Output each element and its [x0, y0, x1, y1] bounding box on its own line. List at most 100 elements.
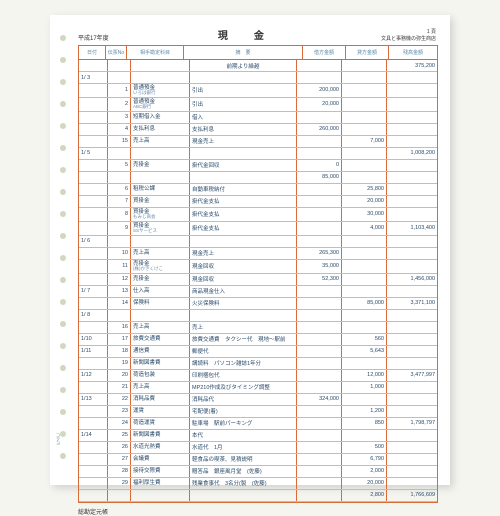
cell-date: [79, 322, 108, 333]
cell-balance: [387, 466, 437, 477]
cell-credit: [342, 274, 387, 285]
cell-balance: 1,766,609: [387, 490, 437, 501]
cell-debit: [297, 466, 342, 477]
cell-account: 買掛金SSサービス: [131, 222, 190, 235]
cell-memo: 掛代金支払: [190, 196, 297, 207]
cell-credit: [342, 172, 387, 183]
cell-date: 1/ 8: [79, 310, 108, 321]
cell-credit: [342, 112, 387, 123]
cell-no: 27: [108, 454, 131, 465]
cell-credit: [342, 430, 387, 441]
cell-debit: 52,300: [297, 274, 342, 285]
cell-debit: [297, 334, 342, 345]
cell-no: [108, 72, 131, 83]
cell-memo: 水道代 1月: [190, 442, 297, 453]
table-row: 10売上高現金売上265,300: [79, 248, 437, 260]
cell-account: [131, 236, 190, 247]
cell-balance: [387, 310, 437, 321]
cell-memo: 本代: [190, 430, 297, 441]
cell-memo: 残業食事代 3名分(製 (佐藤): [190, 478, 297, 489]
table-row: 6租税公課自動車税納付25,800: [79, 184, 437, 196]
table-row: 1/1118通信費郵便代5,643: [79, 346, 437, 358]
cell-memo: [190, 72, 297, 83]
table-row: 1/ 713仕入高商品現金仕入: [79, 286, 437, 298]
cell-balance: [387, 286, 437, 297]
cell-account: 売掛金(株)かきくけこ: [131, 260, 190, 273]
cell-balance: [387, 358, 437, 369]
cell-debit: [297, 184, 342, 195]
cell-date: [79, 418, 108, 429]
cell-no: 29: [108, 478, 131, 489]
cell-no: 14: [108, 298, 131, 309]
cell-no: [108, 490, 131, 501]
cell-memo: 現金回収: [190, 274, 297, 285]
cell-credit: [342, 310, 387, 321]
cell-no: 4: [108, 124, 131, 135]
cell-date: 1/10: [79, 334, 108, 345]
cell-debit: 260,000: [297, 124, 342, 135]
cell-debit: [297, 370, 342, 381]
cell-balance: [387, 160, 437, 171]
cell-account: 売上高: [131, 136, 190, 147]
table-row: 26水道光熱費水道代 1月500: [79, 442, 437, 454]
cell-debit: [297, 148, 342, 159]
cell-account: 買掛金もみじ商会: [131, 208, 190, 221]
cell-debit: [297, 346, 342, 357]
cell-debit: [297, 72, 342, 83]
cell-account: [131, 72, 190, 83]
cell-account: [131, 148, 190, 159]
cell-account: 運賃: [131, 406, 190, 417]
cell-memo: 現金売上: [190, 248, 297, 259]
cell-debit: [297, 196, 342, 207]
table-row: 29福利厚生費残業食事代 3名分(製 (佐藤)20,000: [79, 478, 437, 490]
cell-balance: [387, 172, 437, 183]
cell-date: 1/14: [79, 430, 108, 441]
cell-credit: 30,000: [342, 208, 387, 221]
cell-no: 8: [108, 208, 131, 221]
cell-no: 19: [108, 358, 131, 369]
cell-date: 1/13: [79, 394, 108, 405]
table-row: 1普通預金いろは銀行引出200,000: [79, 84, 437, 98]
cell-date: [79, 196, 108, 207]
cell-credit: [342, 98, 387, 111]
cell-debit: [297, 208, 342, 221]
cell-memo: 郵便代: [190, 346, 297, 357]
page-header: 平成17年度 現 金 1 頁 文具と事務機の弥生商店: [78, 27, 436, 42]
cell-date: 1/11: [79, 346, 108, 357]
cell-balance: [387, 478, 437, 489]
cell-memo: 掛代金支払: [190, 222, 297, 235]
cell-no: [108, 172, 131, 183]
cell-debit: [297, 382, 342, 393]
cell-debit: 324,000: [297, 394, 342, 405]
cell-credit: 6,790: [342, 454, 387, 465]
cell-debit: [297, 322, 342, 333]
table-row: 19新聞図書費講読料 パソコン雑誌1年分: [79, 358, 437, 370]
cell-memo: 掛代金回収: [190, 160, 297, 171]
cell-memo: MP210作成及びタイミング調整: [190, 382, 297, 393]
cell-account: 福利厚生費: [131, 478, 190, 489]
cell-date: 1/12: [79, 370, 108, 381]
cell-credit: [342, 394, 387, 405]
cell-account: 普通預金ABC銀行: [131, 98, 190, 111]
cell-credit: 7,000: [342, 136, 387, 147]
ledger-page: コクヨ 平成17年度 現 金 1 頁 文具と事務機の弥生商店 日付 伝票No 相…: [50, 15, 450, 485]
cell-credit: 850: [342, 418, 387, 429]
cell-date: [79, 184, 108, 195]
cell-balance: [387, 430, 437, 441]
table-row: 27会議費軽食品の喫茶、見積説明6,790: [79, 454, 437, 466]
cell-balance: 1,103,400: [387, 222, 437, 235]
cell-memo: 印刷梱包代: [190, 370, 297, 381]
cell-date: [79, 84, 108, 97]
cell-no: 1: [108, 84, 131, 97]
table-row: 24荷造運賃駐車場 駅前パーキング8501,798,797: [79, 418, 437, 430]
col-balance: 残高金額: [389, 46, 437, 59]
cell-memo: 講読料 パソコン雑誌1年分: [190, 358, 297, 369]
table-row: 7買掛金掛代金支払20,000: [79, 196, 437, 208]
cell-date: [79, 382, 108, 393]
cell-debit: [297, 222, 342, 235]
cell-date: [79, 98, 108, 111]
cell-memo: [190, 490, 297, 501]
cell-no: 3: [108, 112, 131, 123]
cell-debit: [297, 310, 342, 321]
table-row: 1/ 3: [79, 72, 437, 84]
